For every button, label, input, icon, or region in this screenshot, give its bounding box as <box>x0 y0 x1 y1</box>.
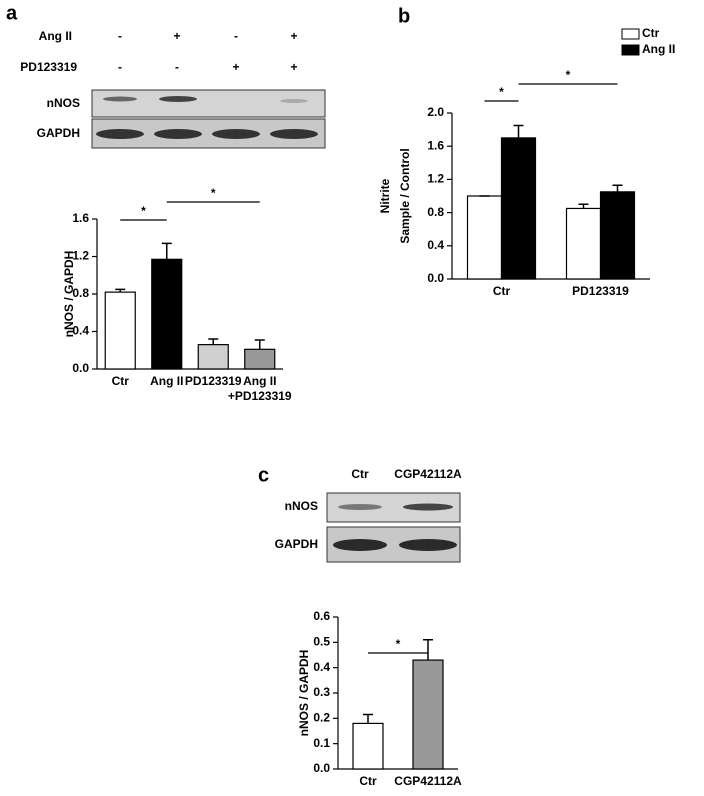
legend-swatch <box>621 44 640 56</box>
error-bar <box>115 288 126 293</box>
error-bar <box>578 203 589 209</box>
treatment-sign: - <box>118 29 122 43</box>
x-tick-label: PD123319 <box>572 284 629 298</box>
significance-label: * <box>141 204 146 218</box>
treatment-sign: - <box>175 60 179 74</box>
treatment-sign: + <box>290 29 297 43</box>
x-tick-label: Ctr <box>359 774 377 788</box>
y-tick-label: 0.0 <box>72 361 89 375</box>
x-tick-label: PD123319 <box>185 374 242 388</box>
y-tick-label: 2.0 <box>427 105 444 119</box>
bar <box>197 344 229 370</box>
significance-label: * <box>566 68 571 82</box>
bar <box>352 722 384 770</box>
y-tick-label: 0.4 <box>72 324 89 338</box>
y-tick-label: 1.2 <box>427 172 444 186</box>
y-tick-label: 0.8 <box>72 286 89 300</box>
error-bar <box>423 639 433 661</box>
lane-label: Ctr <box>351 467 369 481</box>
treatment-label: PD123319 <box>20 60 77 74</box>
band-label: nNOS <box>47 96 80 110</box>
treatment-sign: + <box>173 29 180 43</box>
y-tick-label: 0.4 <box>427 238 444 252</box>
y-axis-label: Sample / Control <box>398 148 412 243</box>
panel-label: c <box>258 464 269 486</box>
y-axis-label: nNOS / GAPDH <box>62 251 76 338</box>
treatment-sign: - <box>234 29 238 43</box>
x-tick-label: CGP42112A <box>394 774 462 788</box>
treatment-label: Ang II <box>39 29 72 43</box>
y-tick-label: 0.2 <box>313 711 330 725</box>
band-label: GAPDH <box>37 126 80 140</box>
error-bar <box>612 184 623 192</box>
x-tick-label: Ang II +PD123319 <box>228 374 292 403</box>
significance-label: * <box>396 637 401 651</box>
treatment-sign: - <box>118 60 122 74</box>
x-tick-label: Ctr <box>493 284 511 298</box>
panel-label: b <box>398 5 410 27</box>
error-bar <box>254 339 265 350</box>
bar <box>151 258 183 370</box>
bar <box>466 195 503 280</box>
y-tick-label: 0.8 <box>427 205 444 219</box>
treatment-sign: + <box>232 60 239 74</box>
y-tick-label: 1.2 <box>72 249 89 263</box>
bar <box>599 191 636 280</box>
legend-label: Ctr <box>642 26 660 40</box>
bar <box>412 659 444 770</box>
y-tick-label: 1.6 <box>427 138 444 152</box>
legend-swatch <box>621 28 640 40</box>
band-label: nNOS <box>285 499 318 513</box>
band-label: GAPDH <box>275 537 318 551</box>
y-axis-label: nNOS / GAPDH <box>297 650 311 737</box>
y-tick-label: 0.0 <box>427 271 444 285</box>
x-tick-label: Ang II <box>150 374 183 388</box>
significance-label: * <box>211 186 216 200</box>
y-axis-label: Nitrite <box>378 178 392 213</box>
blot <box>326 492 461 563</box>
y-tick-label: 0.4 <box>313 660 330 674</box>
y-tick-label: 0.0 <box>313 761 330 775</box>
blot <box>91 89 326 149</box>
legend-label: Ang II <box>642 42 675 56</box>
y-tick-label: 0.3 <box>313 685 330 699</box>
error-bar <box>161 242 172 260</box>
x-tick-label: Ctr <box>112 374 130 388</box>
bar <box>244 348 276 370</box>
error-bar <box>363 713 373 724</box>
y-tick-label: 0.1 <box>313 736 330 750</box>
significance-label: * <box>499 85 504 99</box>
bar <box>565 207 602 280</box>
bar <box>500 137 537 280</box>
error-bar <box>208 338 219 345</box>
error-bar <box>513 124 524 138</box>
treatment-sign: + <box>290 60 297 74</box>
bar <box>104 291 136 370</box>
lane-label: CGP42112A <box>394 467 462 481</box>
panel-label: a <box>6 2 18 24</box>
y-tick-label: 0.5 <box>313 635 330 649</box>
y-tick-label: 0.6 <box>313 609 330 623</box>
y-tick-label: 1.6 <box>72 211 89 225</box>
